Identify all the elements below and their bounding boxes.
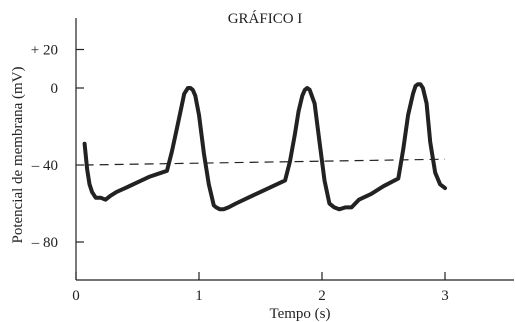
y-tick-label: 0 <box>51 81 59 97</box>
x-axis-label: Tempo (s) <box>269 306 330 322</box>
x-tick-label: 3 <box>441 288 449 304</box>
y-axis-label: Potencial de membrana (mV) <box>10 66 26 243</box>
y-tick-label: – 80 <box>31 235 58 251</box>
threshold-dashed-line <box>84 158 446 166</box>
action-potential-line <box>82 82 447 212</box>
x-tick-label: 1 <box>195 288 203 304</box>
y-axis-group: + 20 0 – 40 – 80 <box>31 18 84 280</box>
series-layer <box>82 82 447 212</box>
y-tick-label: + 20 <box>31 43 58 59</box>
x-tick-label: 2 <box>318 288 326 304</box>
x-axis-group: 0 1 2 3 <box>72 272 514 304</box>
x-tick-label: 0 <box>72 288 80 304</box>
chart-title: GRÁFICO I <box>228 10 303 27</box>
y-tick-label: – 40 <box>31 158 58 174</box>
